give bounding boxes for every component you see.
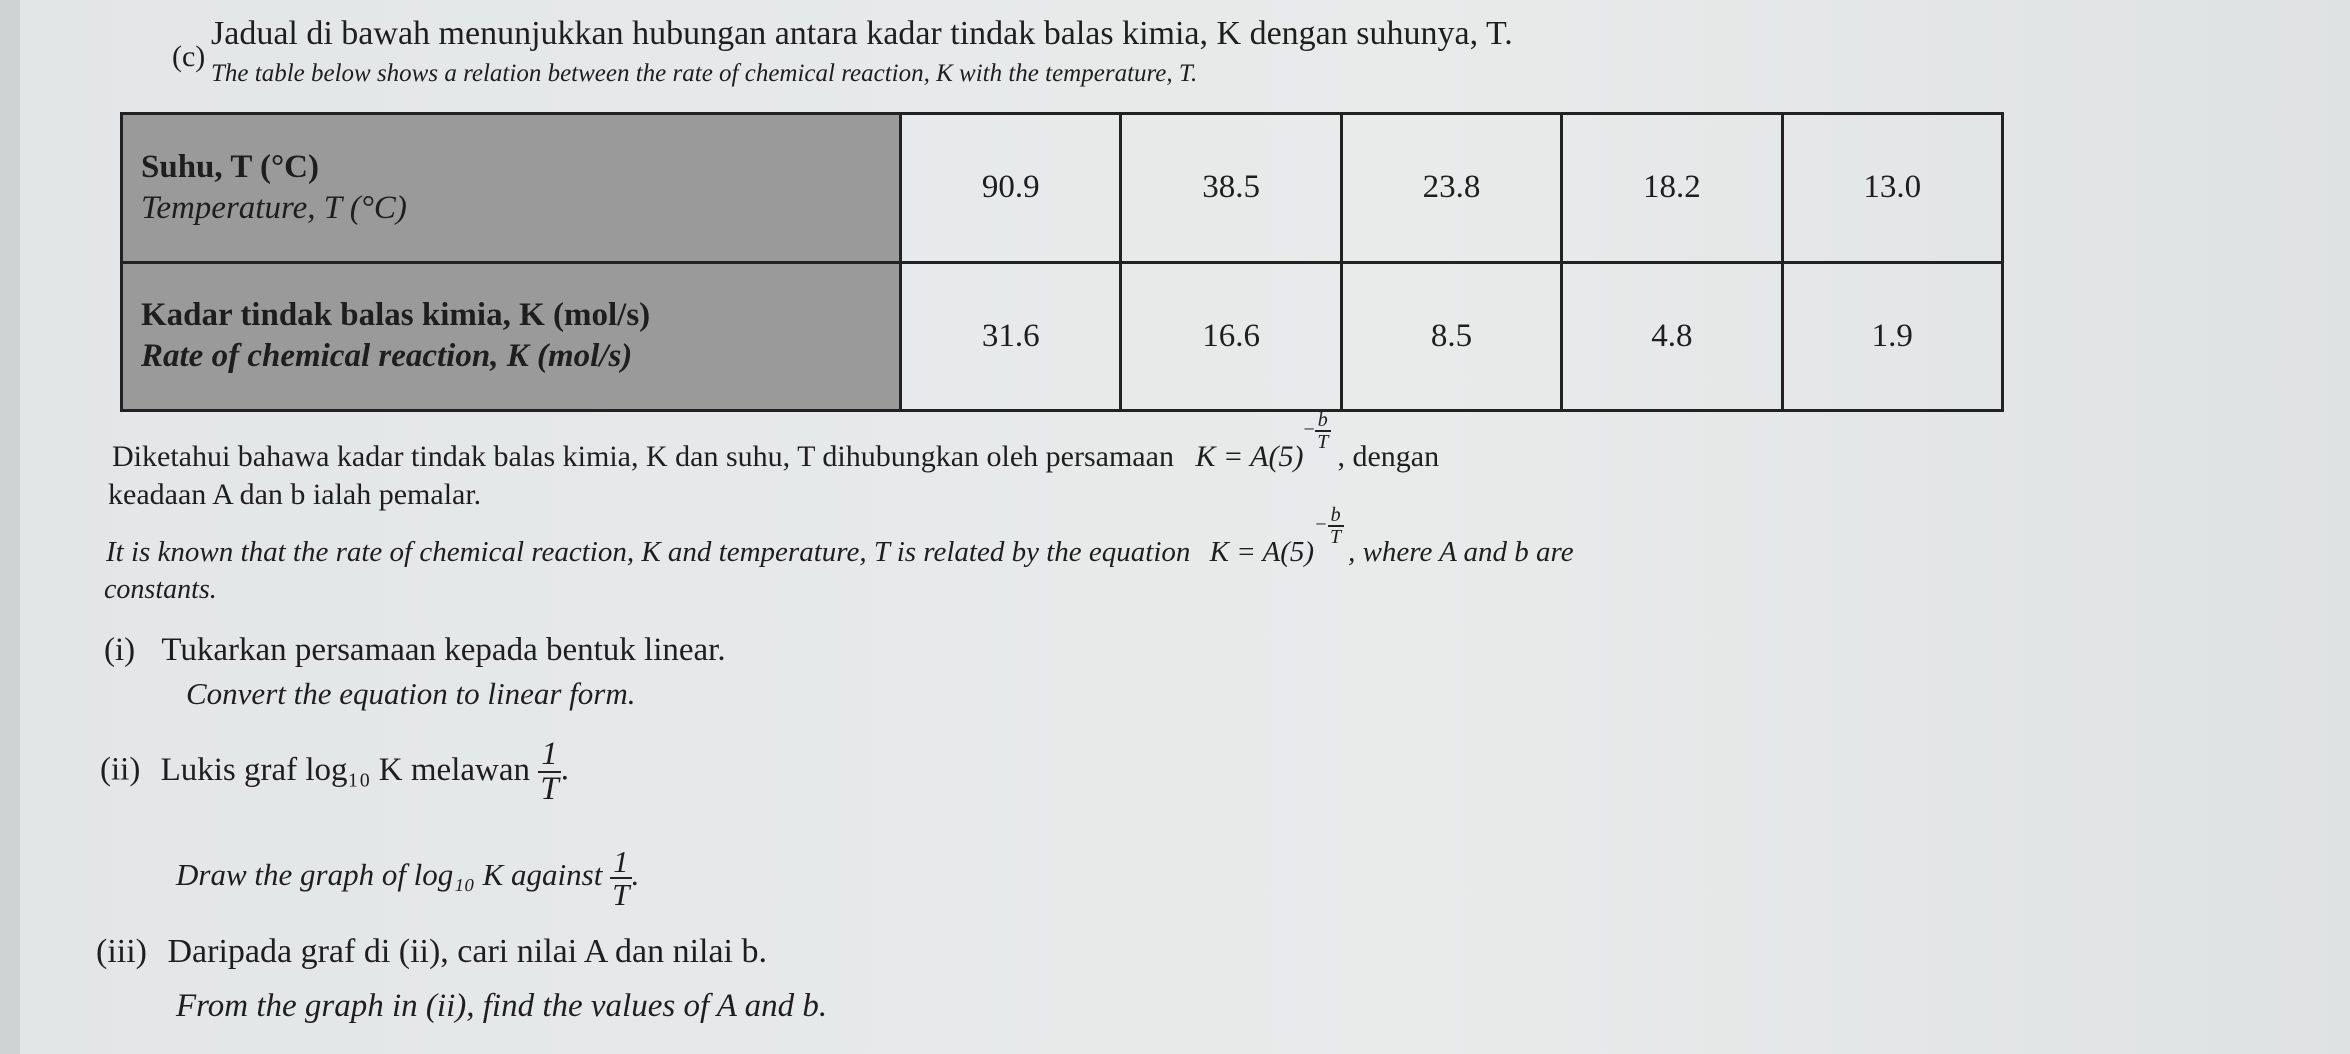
den: T (540, 771, 559, 807)
cell: 13.0 (1780, 112, 2005, 264)
den: T (1317, 431, 1329, 453)
paragraph-malay-line1: Diketahui bahawa kadar tindak balas kimi… (112, 410, 1440, 475)
part-label: (ii) (100, 751, 141, 788)
table-row-temperature: Suhu, T (°C) Temperature, T (°C) 90.9 38… (120, 112, 2005, 264)
cell: 90.9 (898, 112, 1123, 264)
text: Diketahui bahawa kadar tindak balas kimi… (112, 440, 1174, 473)
den: T (612, 877, 630, 912)
part-label: (i) (104, 632, 136, 668)
equation: K = A(5) (1209, 536, 1315, 568)
row-header-temperature: Suhu, T (°C) Temperature, T (°C) (120, 112, 902, 264)
num: b (1327, 505, 1344, 527)
cell: 23.8 (1339, 112, 1564, 264)
part-label: (iii) (96, 933, 147, 970)
row-header-rate: Kadar tindak balas kimia, K (mol/s) Rate… (120, 260, 902, 412)
part-i-en: Convert the equation to linear form. (186, 676, 636, 711)
paragraph-malay-line2: keadaan A dan b ialah pemalar. (108, 478, 482, 511)
part-iii-en: From the graph in (ii), find the values … (176, 988, 828, 1024)
intro-malay: Jadual di bawah menunjukkan hubungan ant… (211, 15, 1513, 52)
part-iii: (iii) Daripada graf di (ii), cari nilai … (96, 932, 767, 971)
paragraph-english-line2: constants. (104, 574, 217, 605)
part-ms: Daripada graf di (ii), cari nilai A dan … (167, 933, 767, 970)
text: , where A and b are (1348, 536, 1574, 568)
cell: 16.6 (1119, 260, 1343, 412)
num: b (1314, 410, 1331, 432)
cell: 31.6 (898, 260, 1123, 412)
num: 1 (538, 738, 561, 773)
cell: 8.5 (1339, 260, 1564, 412)
equation: K = A(5) (1195, 440, 1304, 473)
cell: 1.9 (1780, 260, 2005, 412)
table-row-rate: Kadar tindak balas kimia, K (mol/s) Rate… (120, 260, 2005, 412)
text: , dengan (1337, 440, 1440, 473)
header-en: Rate of chemical reaction, K (mol/s) (141, 338, 633, 375)
text: It is known that the rate of chemical re… (106, 536, 1191, 568)
num: 1 (610, 846, 632, 879)
header-ms: Kadar tindak balas kimia, K (mol/s) (141, 297, 651, 333)
part-i: (i) Tukarkan persamaan kepada bentuk lin… (104, 632, 726, 670)
part-en: Draw the graph of log₁₀ K against (176, 857, 603, 893)
part-ms: Lukis graf log₁₀ K melawan (160, 751, 530, 788)
cell: 18.2 (1560, 112, 1784, 264)
question-label: (c) (172, 40, 206, 73)
header-ms: Suhu, T (°C) (141, 148, 319, 185)
header-en: Temperature, T (°C) (141, 189, 407, 226)
part-ms: Tukarkan persamaan kepada bentuk linear. (161, 632, 726, 668)
intro-english: The table below shows a relation between… (211, 60, 1198, 87)
data-table: Suhu, T (°C) Temperature, T (°C) 90.9 38… (120, 112, 2005, 412)
minus: − (1303, 418, 1315, 441)
minus: − (1314, 513, 1328, 536)
cell: 4.8 (1560, 260, 1784, 412)
cell: 38.5 (1119, 112, 1343, 264)
paragraph-english-line1: It is known that the rate of chemical re… (106, 505, 1574, 569)
den: T (1330, 526, 1342, 548)
